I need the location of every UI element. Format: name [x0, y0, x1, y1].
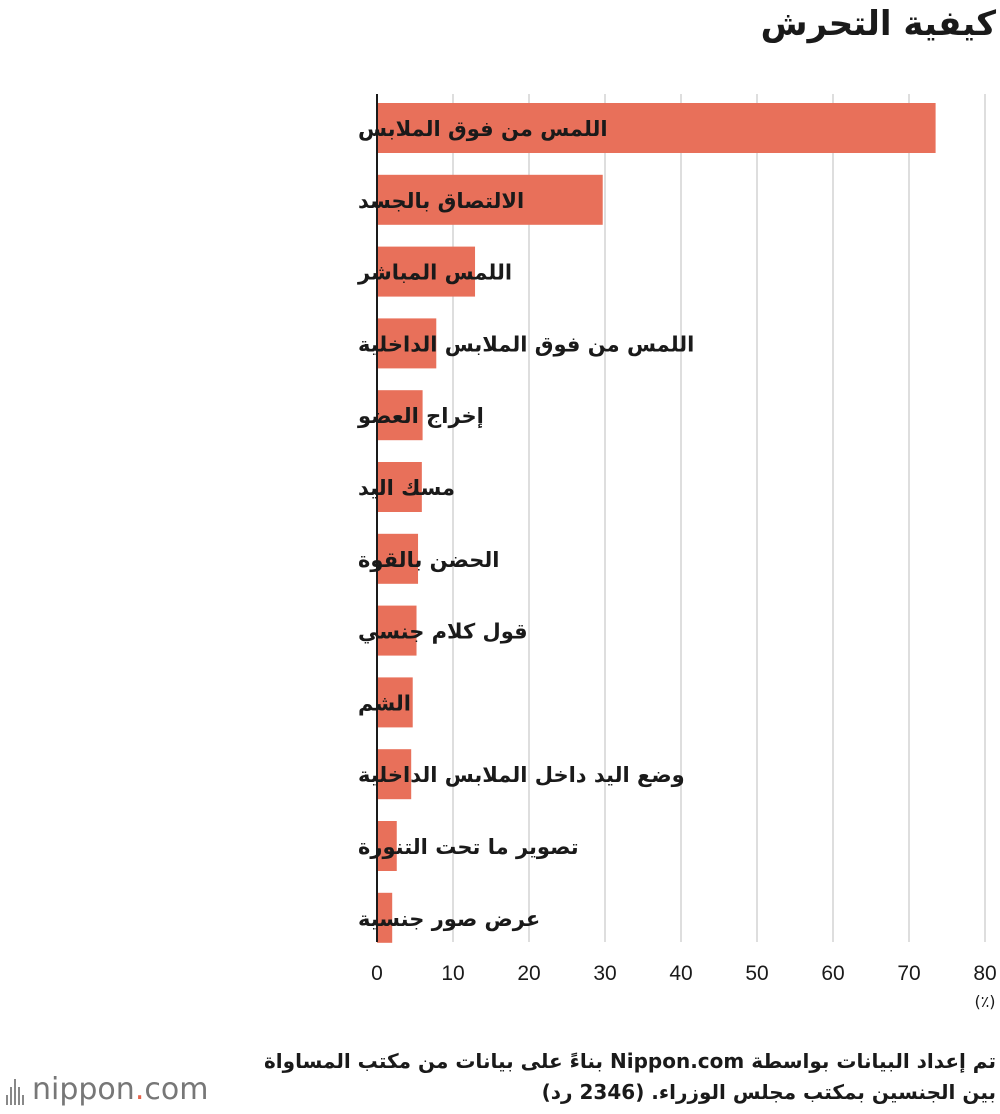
- x-tick-labels: 0 10 20 30 40 50 60 70 80: [371, 962, 997, 985]
- x-tick-label: 40: [669, 962, 692, 985]
- bar: [377, 174, 603, 225]
- category-label: الحضن بالقوة: [358, 548, 499, 572]
- source-line-2: بين الجنسين بمكتب مجلس الوزراء. (2346 رد…: [541, 1080, 996, 1104]
- category-labels: اللمس من فوق الملابس الالتصاق بالجسد اللمس…: [357, 117, 694, 931]
- x-tick-label: 0: [371, 962, 383, 985]
- logo-text: nippon.com: [32, 1072, 209, 1107]
- bar: [377, 462, 422, 512]
- category-label: عرض صور جنسية: [358, 907, 540, 931]
- bar: [377, 677, 413, 728]
- x-tick-label: 20: [517, 962, 540, 985]
- grid-lines: [452, 94, 986, 942]
- bar: [377, 103, 936, 153]
- category-label: مسك اليد: [358, 476, 455, 500]
- bar: [377, 605, 417, 656]
- x-tick-label: 60: [821, 962, 844, 985]
- category-label: وضع اليد داخل الملابس الداخلية: [358, 763, 685, 787]
- nippon-logo: nippon.com: [6, 1072, 208, 1107]
- source-line-1: تم إعداد البيانات بواسطة Nippon.com بناء…: [263, 1049, 996, 1073]
- x-tick-label: 30: [593, 962, 616, 985]
- bar: [377, 749, 412, 800]
- bar: [377, 892, 393, 943]
- chart-title: كيفية التحرش: [760, 4, 996, 44]
- category-label: إخراج العضو: [357, 404, 484, 429]
- category-label: اللمس المباشر: [357, 261, 512, 285]
- unit-label: (٪): [974, 992, 995, 1011]
- x-tick-label: 70: [897, 962, 920, 985]
- x-tick-label: 10: [441, 962, 464, 985]
- logo-mark-icon: [6, 1075, 24, 1105]
- bars: [377, 103, 936, 943]
- category-label: اللمس من فوق الملابس: [358, 117, 608, 141]
- category-label: الالتصاق بالجسد: [358, 189, 524, 213]
- bar: [377, 821, 397, 871]
- bar: [377, 246, 476, 297]
- x-tick-label: 50: [745, 962, 768, 985]
- category-label: قول كلام جنسي: [358, 620, 528, 644]
- category-label: الشم: [358, 691, 411, 715]
- bar: [377, 533, 419, 584]
- bar: [377, 318, 437, 369]
- category-label: اللمس من فوق الملابس الداخلية: [358, 332, 694, 356]
- bar: [377, 390, 423, 441]
- bar-chart: اللمس من فوق الملابس الالتصاق بالجسد اللمس…: [357, 94, 997, 1011]
- x-tick-label: 80: [973, 962, 996, 985]
- source-note: تم إعداد البيانات بواسطة Nippon.com بناء…: [236, 1046, 996, 1108]
- category-label: تصوير ما تحت التنورة: [358, 835, 579, 859]
